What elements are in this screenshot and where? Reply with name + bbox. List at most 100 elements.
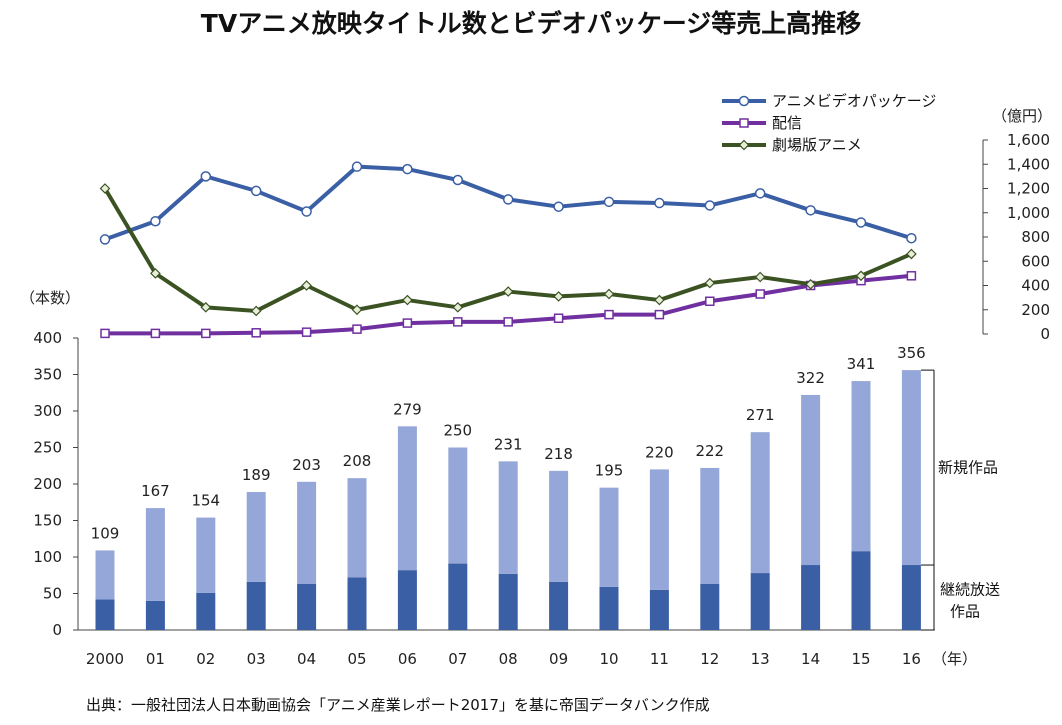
line-point-0 — [200, 171, 212, 182]
bar-continuing-14 — [801, 565, 821, 630]
bar-y-axis: 0 50 100 150 200 250 300 350 400 — [33, 329, 935, 639]
bar-continuing-01 — [145, 600, 165, 630]
line-point-1 — [503, 317, 513, 327]
bar-total-label: 356 — [897, 344, 926, 362]
line-point-2 — [250, 305, 262, 317]
bar-continuing-09 — [549, 581, 569, 630]
line-y-tick-label: 1,200 — [1007, 180, 1050, 198]
bar-continuing-13 — [750, 573, 770, 630]
bar-total-label: 322 — [796, 369, 825, 387]
bar-total-label: 220 — [645, 443, 674, 461]
bracket-label-continuing: 継続放送 — [940, 581, 1000, 599]
legend-label: 劇場版アニメ — [772, 136, 862, 154]
line-point-2 — [402, 294, 413, 306]
bar-continuing-06 — [397, 570, 417, 630]
bar-new-07 — [448, 447, 468, 564]
x-tick-label: 13 — [751, 650, 770, 668]
source-note: 出典：一般社団法人日本動画協会「アニメ産業レポート2017」を基に帝国データバン… — [86, 696, 710, 714]
bar-new-08 — [498, 461, 518, 574]
bar-new-2000 — [95, 550, 115, 600]
line-point-1 — [654, 309, 665, 320]
line-point-1 — [906, 271, 917, 281]
bar-total-label: 222 — [695, 442, 724, 460]
bar-total-label: 208 — [343, 452, 372, 470]
bar-y-tick-label: 50 — [43, 585, 62, 603]
x-tick-label: 09 — [549, 650, 568, 668]
line-point-1 — [453, 317, 463, 327]
line-point-1 — [301, 327, 312, 337]
line-point-1 — [251, 328, 261, 338]
bar-total-label: 231 — [494, 435, 523, 453]
x-tick-label: 11 — [650, 650, 669, 668]
line-point-2 — [704, 277, 716, 289]
bar-total-label: 109 — [91, 524, 120, 542]
legend-label: アニメビデオパッケージ — [772, 92, 936, 110]
bar-new-12 — [700, 467, 720, 585]
x-tick-label: 07 — [448, 650, 467, 668]
bar-series — [95, 370, 921, 630]
line-point-0 — [301, 206, 312, 217]
bar-new-02 — [196, 517, 216, 593]
line-point-2 — [805, 278, 816, 290]
bar-total-label: 279 — [393, 400, 422, 418]
x-tick-label: 15 — [851, 650, 870, 668]
line-point-0 — [402, 163, 413, 175]
line-y-tick-label: 1,000 — [1007, 204, 1050, 222]
x-tick-label: 2000 — [86, 650, 124, 668]
line-y-tick-label: 0 — [1040, 325, 1050, 343]
line-point-2 — [452, 301, 464, 313]
bar-new-03 — [246, 492, 266, 582]
bar-total-label: 167 — [141, 482, 170, 500]
bar-continuing-15 — [851, 551, 871, 630]
line-point-0 — [754, 188, 766, 199]
x-tick-label: 06 — [398, 650, 417, 668]
x-tick-label: 02 — [196, 650, 215, 668]
line-point-0 — [250, 185, 262, 197]
bar-new-13 — [750, 432, 770, 574]
legend-swatch-marker — [738, 139, 750, 151]
x-tick-label: 08 — [499, 650, 518, 668]
x-tick-label: 01 — [146, 650, 165, 668]
line-point-0 — [553, 201, 564, 212]
bar-total-label: 203 — [292, 456, 321, 474]
x-tick-label: 10 — [599, 650, 618, 668]
x-tick-label: 03 — [247, 650, 266, 668]
bar-y-tick-label: 100 — [33, 548, 62, 566]
line-y-tick-label: 1,600 — [1007, 131, 1050, 149]
bar-continuing-02 — [196, 592, 216, 630]
bar-y-tick-label: 0 — [52, 621, 62, 639]
bar-y-unit: （本数） — [20, 289, 80, 307]
legend-swatch-marker — [738, 95, 750, 107]
line-point-2 — [200, 301, 212, 313]
bar-new-09 — [549, 470, 569, 582]
line-y-tick-label: 400 — [1021, 277, 1050, 295]
line-point-1 — [201, 328, 211, 339]
x-tick-label: 05 — [347, 650, 366, 668]
x-tick-label: 14 — [801, 650, 820, 668]
bar-continuing-05 — [347, 577, 367, 630]
bar-total-label: 154 — [191, 492, 220, 510]
line-y-tick-label: 200 — [1021, 301, 1050, 319]
chart-title: TVアニメ放映タイトル数とビデオパッケージ等売上高推移 — [201, 9, 861, 38]
line-point-0 — [855, 217, 867, 228]
bracket-label-continuing: 作品 — [950, 603, 980, 621]
bar-total-label: 189 — [242, 466, 271, 484]
line-point-0 — [502, 194, 514, 205]
bar-y-tick-label: 400 — [33, 329, 62, 347]
x-tick-label: 12 — [700, 650, 719, 668]
line-y-tick-label: 800 — [1021, 228, 1050, 246]
bar-total-label: 250 — [443, 422, 472, 440]
line-point-0 — [452, 174, 464, 186]
line-point-1 — [604, 309, 614, 320]
line-point-1 — [100, 328, 110, 339]
line-y-axis: 0 200 400 600 800 1,000 1,200 1,400 1,600 — [982, 131, 1050, 343]
bar-new-04 — [297, 481, 317, 585]
line-point-0 — [603, 196, 615, 208]
bar-new-14 — [801, 394, 821, 566]
bar-total-labels: 109 167 154 189 203 208 279 250 231 218 195 220 222 2… — [91, 344, 926, 542]
line-point-2 — [855, 270, 867, 282]
line-point-0 — [906, 232, 917, 244]
bar-total-label: 341 — [847, 355, 876, 373]
bar-total-label: 218 — [544, 445, 573, 463]
